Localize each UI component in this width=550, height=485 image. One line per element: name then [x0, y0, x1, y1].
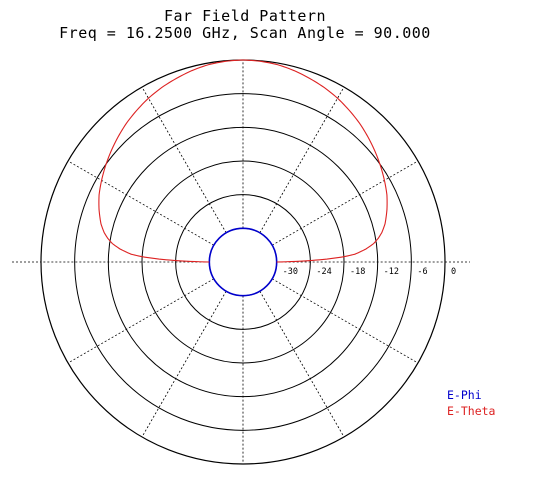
radial-tick-labels: -30 -24 -18 -12 -6 0 [283, 267, 456, 277]
radial-tick-label: -30 [283, 267, 298, 277]
polar-grid [12, 59, 470, 465]
series-line-e-theta [98, 59, 388, 263]
grid-ring [141, 160, 345, 364]
grid-spoke [271, 278, 419, 364]
legend-entry-e-theta: E-Theta [447, 404, 495, 418]
radial-tick-label: -6 [417, 267, 427, 277]
series-line-e-phi [208, 227, 278, 297]
grid-spoke [141, 86, 227, 234]
radial-tick-label: -24 [316, 267, 331, 277]
grid-ring [40, 59, 446, 465]
grid-spoke [259, 86, 345, 234]
grid-spoke [259, 290, 345, 438]
legend: E-Phi E-Theta [447, 388, 495, 418]
chart-title: Far Field Pattern [164, 7, 326, 25]
grid-spoke [67, 160, 215, 246]
series-lines [98, 59, 388, 297]
radial-tick-label: 0 [451, 267, 456, 277]
grid-spoke [271, 160, 419, 246]
grid-spoke [141, 290, 227, 438]
radial-tick-label: -18 [350, 267, 365, 277]
grid-spoke [67, 278, 215, 364]
grid-ring [74, 93, 412, 431]
legend-entry-e-phi: E-Phi [447, 388, 482, 402]
chart-subtitle: Freq = 16.2500 GHz, Scan Angle = 90.000 [59, 24, 431, 42]
radial-tick-label: -12 [384, 267, 399, 277]
